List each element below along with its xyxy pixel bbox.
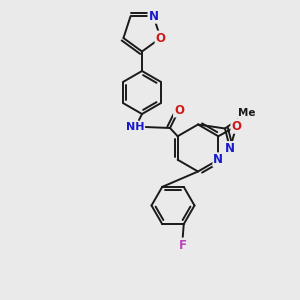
Text: Me: Me (238, 109, 256, 118)
Text: N: N (213, 153, 224, 166)
Text: N: N (225, 142, 235, 155)
Text: O: O (155, 32, 166, 44)
Text: N: N (148, 10, 158, 23)
Text: O: O (174, 103, 184, 116)
Text: O: O (231, 120, 242, 133)
Text: F: F (179, 238, 187, 252)
Text: NH: NH (126, 122, 144, 132)
